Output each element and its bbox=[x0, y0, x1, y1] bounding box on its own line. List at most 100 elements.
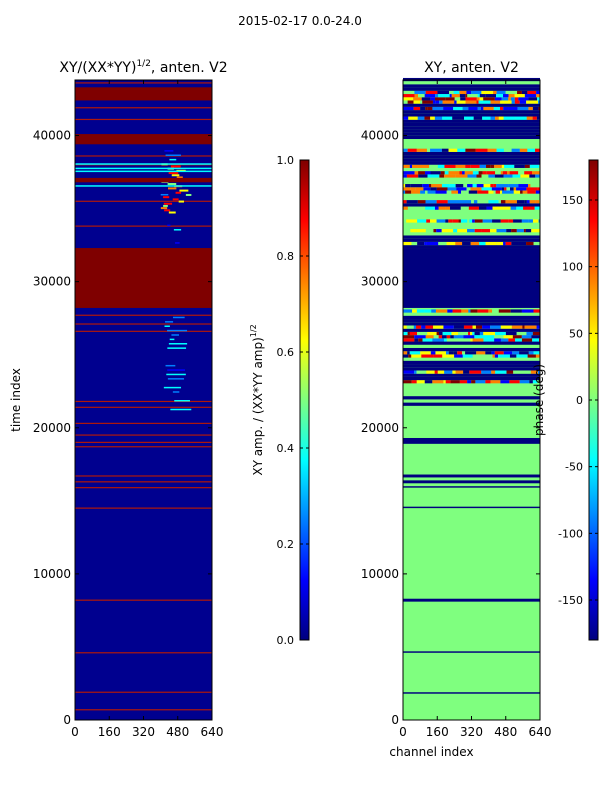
figure-suptitle: 2015-02-17 0.0-24.0 bbox=[238, 14, 362, 28]
amp-heatmap-row bbox=[75, 446, 212, 448]
phase-heatmap-row bbox=[403, 245, 540, 249]
phase-heatmap-cell bbox=[501, 97, 509, 101]
amp-heatmap-row bbox=[75, 691, 212, 693]
phase-heatmap-cell bbox=[462, 354, 473, 358]
phase-heatmap-cell bbox=[414, 370, 417, 374]
phase-heatmap-cell bbox=[456, 187, 467, 191]
phase-y-tick-label: 0 bbox=[391, 713, 399, 727]
phase-heatmap-cell bbox=[403, 148, 408, 152]
amp-heatmap-cell bbox=[176, 176, 183, 179]
phase-heatmap-cell bbox=[515, 338, 522, 342]
phase-heatmap-cell bbox=[462, 171, 465, 175]
phase-heatmap-cell bbox=[407, 100, 414, 104]
phase-heatmap-cell bbox=[448, 148, 458, 152]
amp-heatmap-row bbox=[75, 167, 212, 170]
phase-heatmap-cell bbox=[476, 184, 484, 188]
amp-colorbar-label: XY amp. / (XX*YY amp)1/2 bbox=[249, 324, 265, 475]
amp-x-tick-label: 160 bbox=[98, 725, 121, 739]
phase-heatmap-cell bbox=[503, 148, 512, 152]
phase-heatmap-cell bbox=[488, 309, 493, 313]
phase-heatmap-cell bbox=[526, 241, 534, 246]
phase-heatmap-cell bbox=[483, 331, 496, 336]
amp-heatmap-row bbox=[75, 475, 212, 477]
phase-heatmap-cell bbox=[514, 164, 525, 168]
phase-heatmap-cell bbox=[449, 90, 454, 95]
phase-heatmap-row bbox=[403, 151, 540, 156]
phase-heatmap-cell bbox=[418, 94, 425, 98]
amp-heatmap-band bbox=[75, 177, 212, 183]
phase-heatmap-row bbox=[403, 132, 540, 136]
phase-heatmap-cell bbox=[459, 90, 467, 95]
phase-heatmap-cell bbox=[435, 309, 448, 313]
phase-heatmap-cell bbox=[446, 335, 451, 339]
phase-heatmap-cell bbox=[530, 370, 538, 374]
phase-heatmap-cell bbox=[509, 354, 517, 358]
phase-heatmap-cell bbox=[521, 90, 528, 95]
phase-heatmap-cell bbox=[433, 335, 439, 339]
phase-heatmap-row bbox=[403, 84, 540, 88]
amp-heatmap-row bbox=[75, 225, 212, 227]
phase-heatmap-cell bbox=[490, 335, 495, 339]
phase-heatmap-cell bbox=[465, 351, 477, 355]
phase-heatmap-cell bbox=[460, 206, 469, 210]
phase-heatmap-cell bbox=[429, 164, 438, 168]
amp-heatmap-cell bbox=[169, 158, 177, 161]
phase-heatmap-cell bbox=[528, 184, 531, 188]
phase-heatmap-cell bbox=[452, 370, 456, 374]
phase-heatmap-cell bbox=[492, 206, 499, 210]
phase-heatmap-cell bbox=[452, 219, 459, 223]
phase-heatmap-cell bbox=[517, 106, 529, 111]
phase-heatmap-cell bbox=[411, 354, 422, 358]
phase-heatmap-cell bbox=[481, 187, 492, 191]
phase-heatmap-cell bbox=[416, 309, 425, 313]
phase-colorbar-tick-label: -150 bbox=[558, 594, 583, 607]
amp-heatmap-row bbox=[75, 314, 212, 316]
phase-heatmap-cell bbox=[511, 100, 515, 104]
phase-heatmap-cell bbox=[465, 100, 477, 104]
phase-heatmap-cell bbox=[403, 187, 411, 191]
phase-heatmap-cell bbox=[498, 309, 511, 313]
phase-heatmap-cell bbox=[479, 164, 487, 168]
phase-heatmap-band bbox=[403, 474, 540, 478]
phase-heatmap-cell bbox=[535, 148, 540, 152]
phase-heatmap-cell bbox=[480, 106, 484, 111]
phase-heatmap-row bbox=[403, 367, 540, 371]
phase-heatmap-cell bbox=[496, 241, 504, 246]
phase-heatmap-cell bbox=[425, 335, 434, 339]
phase-heatmap-cell bbox=[424, 241, 427, 246]
phase-heatmap-cell bbox=[415, 187, 424, 191]
phase-heatmap-cell bbox=[509, 171, 519, 175]
phase-heatmap-row bbox=[403, 203, 540, 207]
phase-heatmap-cell bbox=[427, 190, 436, 194]
phase-heatmap-cell bbox=[516, 200, 525, 204]
phase-heatmap-cell bbox=[519, 100, 527, 104]
phase-heatmap-cell bbox=[403, 171, 415, 175]
phase-heatmap-cell bbox=[448, 171, 460, 175]
phase-heatmap-cell bbox=[516, 229, 524, 233]
amp-heatmap-row bbox=[75, 185, 212, 187]
phase-heatmap-band bbox=[403, 480, 540, 484]
phase-heatmap-row bbox=[403, 319, 540, 323]
phase-heatmap-cell bbox=[403, 331, 408, 336]
phase-heatmap-cell bbox=[426, 219, 431, 223]
phase-heatmap-cell bbox=[403, 338, 415, 342]
phase-heatmap-cell bbox=[536, 325, 540, 329]
phase-heatmap-cell bbox=[410, 229, 417, 233]
phase-heatmap-cell bbox=[433, 354, 443, 358]
phase-heatmap-cell bbox=[500, 219, 509, 223]
phase-heatmap-cell bbox=[529, 174, 536, 178]
phase-heatmap-band bbox=[403, 486, 540, 488]
phase-heatmap-cell bbox=[403, 94, 415, 98]
phase-heatmap-cell bbox=[524, 94, 537, 98]
phase-heatmap-cell bbox=[453, 351, 458, 355]
phase-heatmap-cell bbox=[414, 338, 419, 342]
phase-heatmap-row bbox=[403, 360, 540, 365]
amp-heatmap-cell bbox=[175, 191, 182, 194]
phase-heatmap-cell bbox=[520, 174, 524, 178]
phase-heatmap-cell bbox=[437, 370, 445, 374]
phase-heatmap-row bbox=[403, 373, 540, 377]
phase-heatmap-cell bbox=[474, 331, 480, 336]
phase-heatmap-cell bbox=[532, 380, 538, 384]
phase-heatmap-cell bbox=[434, 116, 443, 120]
phase-heatmap-row bbox=[403, 235, 540, 239]
